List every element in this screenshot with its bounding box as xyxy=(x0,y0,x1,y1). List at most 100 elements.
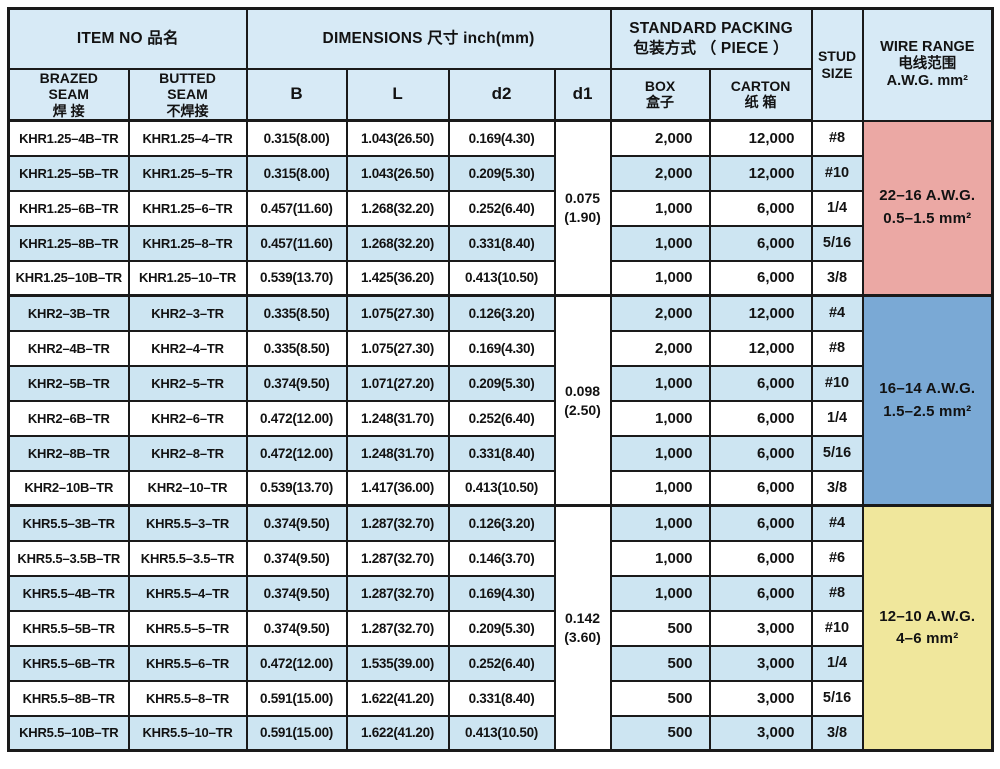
brazed-item-cell: KHR2–10B–TR xyxy=(7,469,130,507)
carton-qty-cell: 6,000 xyxy=(708,469,813,507)
col-b-header: B xyxy=(245,67,348,123)
dim-l-cell: 1.075(27.30) xyxy=(345,329,450,367)
dim-b-cell: 0.539(13.70) xyxy=(245,259,348,297)
box-qty-cell: 1,000 xyxy=(609,434,711,472)
stud-size-header: STUD SIZE xyxy=(810,7,864,122)
butted-item-cell: KHR5.5–3.5–TR xyxy=(127,539,248,577)
dim-b-cell: 0.591(15.00) xyxy=(245,714,348,752)
dim-d2-cell: 0.209(5.30) xyxy=(447,364,556,402)
stud-size-cell: #4 xyxy=(810,504,864,542)
butted-header-line3: 不焊接 xyxy=(166,102,209,119)
butted-item-cell: KHR5.5–3–TR xyxy=(127,504,248,542)
stud-size-cell: #10 xyxy=(810,609,864,647)
butted-item-cell: KHR1.25–6–TR xyxy=(127,189,248,227)
carton-qty-cell: 12,000 xyxy=(708,154,813,192)
butted-item-cell: KHR2–8–TR xyxy=(127,434,248,472)
dim-d2-cell: 0.413(10.50) xyxy=(447,259,556,297)
table-body: KHR1.25–4B–TR KHR1.25–4–TR 0.315(8.00) 1.04… xyxy=(7,119,994,752)
stud-size-cell: #10 xyxy=(810,364,864,402)
butted-header-line2: SEAM xyxy=(167,86,208,103)
wire-header-line3: A.W.G. mm² xyxy=(886,73,968,90)
table-row: KHR5.5–10B–TR KHR5.5–10–TR 0.591(15.00) 1.6… xyxy=(7,714,993,752)
box-qty-cell: 1,000 xyxy=(609,469,711,507)
stud-size-cell: #8 xyxy=(810,574,864,612)
butted-item-cell: KHR1.25–8–TR xyxy=(127,224,248,262)
butted-item-cell: KHR1.25–5–TR xyxy=(127,154,248,192)
carton-header: CARTON 纸 箱 xyxy=(708,67,813,123)
butted-item-cell: KHR2–5–TR xyxy=(127,364,248,402)
table-row: KHR5.5–4B–TR KHR5.5–4–TR 0.374(9.50) 1.287(… xyxy=(7,574,993,612)
dim-l-cell: 1.425(36.20) xyxy=(345,259,450,297)
dim-l-cell: 1.287(32.70) xyxy=(345,574,450,612)
col-d2-header: d2 xyxy=(447,67,556,123)
table-row: KHR5.5–8B–TR KHR5.5–8–TR 0.591(15.00) 1.622… xyxy=(7,679,993,717)
butted-item-cell: KHR2–3–TR xyxy=(127,294,248,332)
box-header-line1: BOX xyxy=(644,77,676,94)
butted-item-cell: KHR2–4–TR xyxy=(127,329,248,367)
carton-qty-cell: 12,000 xyxy=(708,294,813,332)
dim-l-cell: 1.248(31.70) xyxy=(345,434,450,472)
stud-size-cell: #8 xyxy=(810,119,864,157)
brazed-item-cell: KHR2–4B–TR xyxy=(7,329,130,367)
col-d1-header: d1 xyxy=(553,67,612,123)
box-header-line2: 盒子 xyxy=(646,94,675,111)
item-no-header: ITEM NO 品名 xyxy=(7,7,248,70)
dim-l-cell: 1.287(32.70) xyxy=(345,504,450,542)
carton-qty-cell: 3,000 xyxy=(708,644,813,682)
dim-d2-cell: 0.252(6.40) xyxy=(447,399,556,437)
carton-header-line2: 纸 箱 xyxy=(744,94,777,111)
dim-l-cell: 1.268(32.20) xyxy=(345,224,450,262)
carton-qty-cell: 6,000 xyxy=(708,189,813,227)
carton-qty-cell: 6,000 xyxy=(708,539,813,577)
carton-qty-cell: 6,000 xyxy=(708,399,813,437)
box-qty-cell: 1,000 xyxy=(609,364,711,402)
brazed-item-cell: KHR2–5B–TR xyxy=(7,364,130,402)
wire-header-line1: WIRE RANGE xyxy=(880,39,975,56)
wire-range-cell: 12–10 A.W.G. 4–6 mm² xyxy=(861,504,994,752)
col-l-header: L xyxy=(345,67,450,123)
dim-d2-cell: 0.126(3.20) xyxy=(447,294,556,332)
dim-l-cell: 1.268(32.20) xyxy=(345,189,450,227)
box-qty-cell: 500 xyxy=(609,714,711,752)
stud-size-cell: 3/8 xyxy=(810,259,864,297)
table-row: KHR1.25–5B–TR KHR1.25–5–TR 0.315(8.00) 1.04… xyxy=(7,154,993,192)
butted-item-cell: KHR1.25–4–TR xyxy=(127,119,248,157)
brazed-item-cell: KHR2–8B–TR xyxy=(7,434,130,472)
wire-range-cell: 16–14 A.W.G. 1.5–2.5 mm² xyxy=(861,294,994,507)
brazed-header-line2: SEAM xyxy=(48,86,89,103)
box-qty-cell: 1,000 xyxy=(609,539,711,577)
stud-header-line2: SIZE xyxy=(821,64,853,81)
box-header: BOX 盒子 xyxy=(609,67,711,123)
table-row: KHR5.5–6B–TR KHR5.5–6–TR 0.472(12.00) 1.535… xyxy=(7,644,993,682)
brazed-header-line1: BRAZED xyxy=(39,69,98,86)
dim-b-cell: 0.315(8.00) xyxy=(245,154,348,192)
carton-header-line1: CARTON xyxy=(730,77,791,94)
stud-size-cell: #10 xyxy=(810,154,864,192)
dim-l-cell: 1.043(26.50) xyxy=(345,154,450,192)
dim-d2-cell: 0.126(3.20) xyxy=(447,504,556,542)
butted-item-cell: KHR2–10–TR xyxy=(127,469,248,507)
stud-size-cell: 5/16 xyxy=(810,224,864,262)
dim-l-cell: 1.287(32.70) xyxy=(345,539,450,577)
carton-qty-cell: 12,000 xyxy=(708,329,813,367)
brazed-item-cell: KHR1.25–10B–TR xyxy=(7,259,130,297)
dim-d2-cell: 0.169(4.30) xyxy=(447,119,556,157)
brazed-item-cell: KHR5.5–10B–TR xyxy=(7,714,130,752)
dim-d2-cell: 0.209(5.30) xyxy=(447,609,556,647)
box-qty-cell: 500 xyxy=(609,679,711,717)
table-row: KHR5.5–3.5B–TR KHR5.5–3.5–TR 0.374(9.50) 1.… xyxy=(7,539,993,577)
dim-b-cell: 0.374(9.50) xyxy=(245,609,348,647)
carton-qty-cell: 12,000 xyxy=(708,119,813,157)
standard-packing-header: STANDARD PACKING 包装方式 （ PIECE ） xyxy=(609,7,813,70)
table-row: KHR1.25–4B–TR KHR1.25–4–TR 0.315(8.00) 1.04… xyxy=(7,119,994,297)
butted-item-cell: KHR2–6–TR xyxy=(127,399,248,437)
box-qty-cell: 1,000 xyxy=(609,224,711,262)
dim-d1-merged-cell: 0.098 (2.50) xyxy=(553,294,612,507)
butted-item-cell: KHR5.5–4–TR xyxy=(127,574,248,612)
dim-b-cell: 0.335(8.50) xyxy=(245,294,348,332)
table-row: KHR1.25–10B–TR KHR1.25–10–TR 0.539(13.70) 1… xyxy=(7,259,993,297)
dim-d2-cell: 0.146(3.70) xyxy=(447,539,556,577)
brazed-item-cell: KHR2–6B–TR xyxy=(7,399,130,437)
dim-l-cell: 1.287(32.70) xyxy=(345,609,450,647)
carton-qty-cell: 3,000 xyxy=(708,609,813,647)
